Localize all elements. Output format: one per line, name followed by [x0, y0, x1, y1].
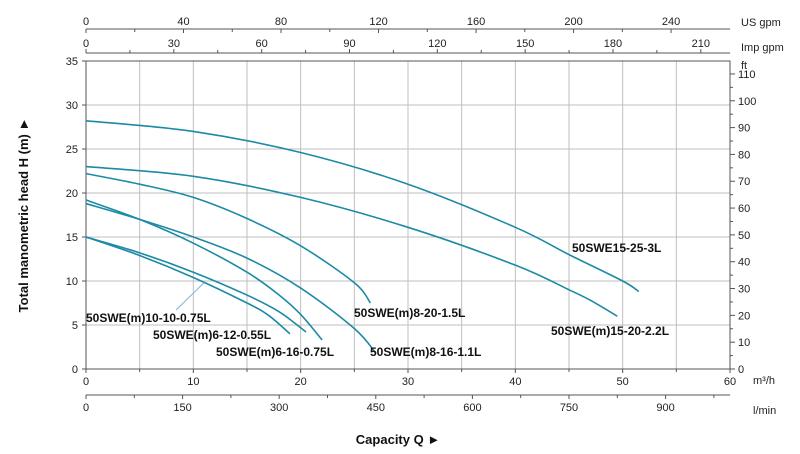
leader-line-10-10 — [175, 282, 205, 311]
series-label-1: 50SWE15-25-3L — [572, 241, 661, 255]
us-gpm-tick-label: 120 — [369, 16, 387, 28]
l-min-tick-label: 900 — [656, 402, 674, 414]
x-tick-label: 0 — [83, 376, 89, 388]
imp-gpm-tick-label: 60 — [256, 38, 268, 50]
series-label-4: 50SWE(m)8-16-1.1L — [370, 345, 481, 359]
us-gpm-tick-label: 40 — [177, 16, 189, 28]
l-min-tick-label: 450 — [367, 402, 385, 414]
ft-tick-label: 70 — [738, 176, 750, 188]
l-min-tick-label: 750 — [560, 402, 578, 414]
series-curve-3 — [85, 172, 372, 304]
series-label-7: 50SWE(m)10-10-0.75L — [86, 311, 211, 325]
ft-tick-label: 30 — [738, 284, 750, 296]
ft-tick-label: 40 — [738, 257, 750, 269]
x-tick-label: 50 — [617, 376, 629, 388]
x-unit-imp-gpm: Imp gpm — [741, 42, 784, 54]
y-tick-label: 25 — [66, 144, 78, 156]
y-unit-ft: ft — [741, 60, 747, 72]
l-min-tick-label: 600 — [463, 402, 481, 414]
x-tick-label: 30 — [402, 376, 414, 388]
x-axis-title: Capacity Q ► — [356, 432, 440, 447]
ft-tick-label: 60 — [738, 203, 750, 215]
series-label-6: 50SWE(m)6-12-0.55L — [153, 328, 271, 342]
y-tick-label: 5 — [72, 320, 78, 332]
l-min-tick-label: 150 — [173, 402, 191, 414]
series-curve-7 — [85, 236, 291, 335]
imp-gpm-tick-label: 90 — [343, 38, 355, 50]
x-tick-label: 40 — [509, 376, 521, 388]
x-unit-us-gpm: US gpm — [741, 17, 781, 29]
ft-tick-label: 100 — [738, 96, 756, 108]
us-gpm-tick-label: 200 — [564, 16, 582, 28]
ft-tick-label: 110 — [738, 69, 756, 81]
y-axis-title: Total manometric head H (m) ► — [16, 118, 31, 313]
x-tick-label: 20 — [295, 376, 307, 388]
series-label-3: 50SWE(m)8-20-1.5L — [354, 306, 465, 320]
x-tick-label: 60 — [724, 376, 736, 388]
imp-gpm-tick-label: 180 — [604, 38, 622, 50]
us-gpm-tick-label: 160 — [467, 16, 485, 28]
ft-tick-label: 20 — [738, 310, 750, 322]
imp-gpm-tick-label: 210 — [692, 38, 710, 50]
imp-gpm-tick-label: 30 — [168, 38, 180, 50]
y-tick-label: 0 — [72, 364, 78, 376]
label-leader-lines — [175, 282, 205, 311]
series-curve-6 — [85, 236, 307, 333]
series-labels: 50SWE15-25-3L 50SWE(m)15-20-2.2L 50SWE(m)8… — [86, 241, 669, 359]
x-unit-m3h: m³/h — [753, 375, 775, 387]
us-gpm-tick-label: 0 — [83, 16, 89, 28]
y-tick-label: 35 — [66, 56, 78, 68]
y-tick-label: 10 — [66, 276, 78, 288]
imp-gpm-tick-label: 0 — [83, 38, 89, 50]
x-tick-label: 10 — [187, 376, 199, 388]
ft-tick-label: 80 — [738, 149, 750, 161]
y-tick-label: 15 — [66, 232, 78, 244]
l-min-tick-label: 300 — [270, 402, 288, 414]
series-label-2: 50SWE(m)15-20-2.2L — [551, 324, 669, 338]
axis-ticks: 0 10 20 30 40 50 60051015202530350102030405060… — [66, 16, 757, 414]
ft-tick-label: 90 — [738, 123, 750, 135]
series-curve-5 — [85, 199, 323, 341]
series-curves — [85, 120, 640, 354]
series-label-5: 50SWE(m)6-16-0.75L — [216, 345, 334, 359]
us-gpm-tick-label: 240 — [662, 16, 680, 28]
ft-tick-label: 0 — [738, 364, 744, 376]
series-curve-1 — [85, 120, 640, 293]
us-gpm-tick-label: 80 — [275, 16, 287, 28]
y-tick-label: 20 — [66, 188, 78, 200]
series-curve-2 — [85, 165, 618, 317]
imp-gpm-tick-label: 120 — [428, 38, 446, 50]
imp-gpm-tick-label: 150 — [516, 38, 534, 50]
l-min-tick-label: 0 — [83, 402, 89, 414]
x-unit-l-min: l/min — [753, 405, 776, 417]
ft-tick-label: 10 — [738, 337, 750, 349]
ft-tick-label: 50 — [738, 230, 750, 242]
y-tick-label: 30 — [66, 100, 78, 112]
